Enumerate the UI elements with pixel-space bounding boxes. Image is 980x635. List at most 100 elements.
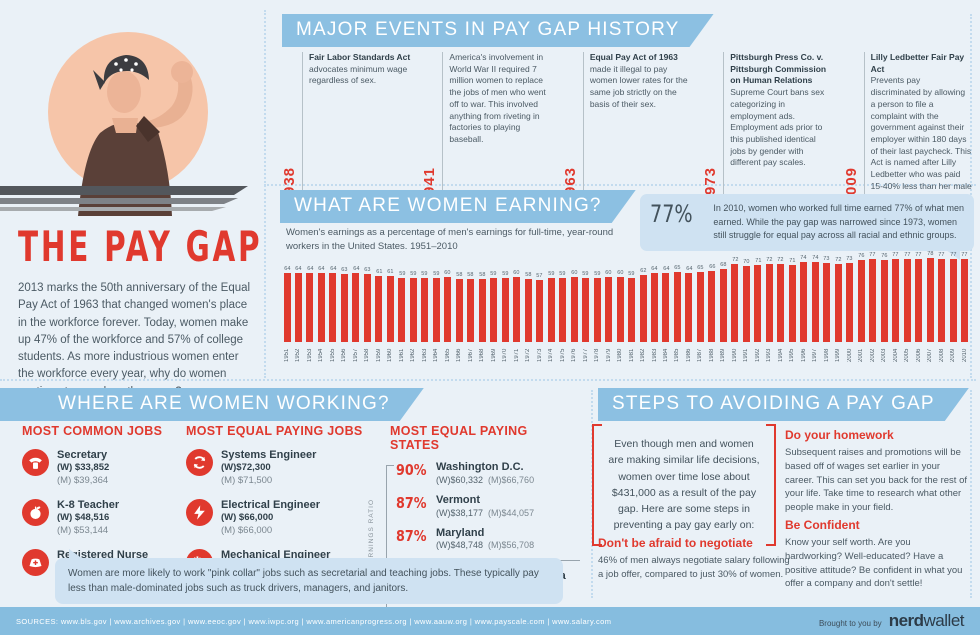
bar: 59 1961	[398, 271, 406, 362]
timeline-year: 1938	[281, 166, 298, 205]
bar: 59 1974	[547, 271, 555, 362]
timeline-text: Supreme Court bans sex categorizing in e…	[730, 87, 825, 168]
bar: 58 1972	[524, 272, 532, 362]
salary-men: (M) $53,144	[57, 524, 109, 536]
state-percent: 87%	[396, 526, 427, 545]
quote-bracket-left	[592, 424, 602, 546]
state-percent: 87%	[396, 493, 427, 512]
quote-bracket-right	[766, 424, 776, 546]
bar: 64 1952	[294, 266, 302, 362]
bar: 77 2004	[892, 252, 900, 362]
stripe-decoration	[0, 207, 226, 211]
bar: 60 1971	[513, 270, 521, 362]
state-name: Vermont	[436, 493, 481, 506]
bar: 64 1984	[662, 266, 670, 362]
bar: 71 1995	[788, 258, 796, 362]
bar: 57 1973	[536, 273, 544, 362]
job-name: Systems Engineer	[221, 449, 317, 461]
timeline: 1938 Fair Labor Standards Act advocates …	[281, 52, 972, 205]
bar: 59 1970	[501, 271, 509, 362]
column-heading: MOST EQUAL PAYING JOBS	[186, 424, 363, 438]
bar: 77 2006	[915, 252, 923, 362]
callout-bubble-77pct: 77% In 2010, women who worked full time …	[640, 194, 974, 259]
bar: 59 1978	[593, 271, 601, 362]
column-heading: MOST COMMON JOBS	[22, 424, 163, 438]
bar: 77 2009	[949, 252, 957, 362]
phone-icon	[22, 449, 49, 476]
step-text: Subsequent raises and promotions will be…	[785, 447, 967, 514]
bar: 73 2000	[846, 256, 854, 362]
bar: 76 2001	[857, 253, 865, 362]
step-text: 46% of men always negotiate salary follo…	[598, 555, 790, 580]
bar: 64 1986	[685, 266, 693, 362]
dotted-separator	[0, 379, 976, 381]
bar: 58 1966	[455, 272, 463, 362]
salary-men: (M)$56,708	[488, 540, 535, 551]
apple-icon	[22, 498, 49, 526]
column-heading: MOST EQUAL PAYING STATES	[390, 424, 528, 452]
bar: 77 2005	[903, 252, 911, 362]
footer-bar: SOURCES: www.bls.gov | www.archives.gov …	[0, 607, 980, 635]
salary-women: (W) $48,516	[57, 512, 110, 523]
brought-to-you-by-text: Brought to you by	[818, 619, 882, 628]
bar: 64 1951	[283, 266, 291, 362]
state-item-vermont: 87% Vermont (W)$38,177 (M)$44,057	[396, 494, 580, 518]
dotted-separator	[264, 10, 266, 378]
bar: 60 1979	[605, 270, 613, 362]
bar: 59 1969	[490, 271, 498, 362]
pink-collar-note-bubble: Women are more likely to work "pink coll…	[55, 549, 563, 604]
bar: 76 2003	[880, 253, 888, 362]
salary-men: (M) $39,364	[57, 475, 109, 486]
bar: 73 1998	[823, 256, 831, 362]
dotted-separator	[264, 184, 976, 186]
refresh-icon	[186, 449, 213, 476]
salary-women: (W)$60,332	[436, 474, 484, 485]
step-heading: Do your homework	[785, 428, 894, 442]
bar: 60 1976	[570, 270, 578, 362]
bar: 63 1956	[340, 267, 348, 362]
step-do-your-homework: Do your homework Subsequent raises and p…	[785, 428, 967, 515]
job-item-secretary: Secretary (W) $33,852 (M) $39,364	[22, 449, 202, 488]
salary-men: (M) $71,500	[221, 475, 273, 486]
job-name: Secretary	[57, 449, 108, 461]
page-title: THE PAY GAP	[18, 222, 263, 272]
bar: 77 2010	[961, 252, 969, 362]
bar: 77 2008	[938, 252, 946, 362]
salary-men: (M)$66,760	[488, 474, 535, 485]
rosie-the-riveter-image	[48, 32, 208, 216]
bar: 64 1955	[329, 266, 337, 362]
state-name: Maryland	[436, 526, 485, 539]
bar: 77 2002	[869, 252, 877, 362]
nerdwallet-logo: nerd	[888, 611, 924, 630]
bar: 61 1960	[386, 269, 394, 362]
timeline-year: 1973	[702, 166, 720, 205]
callout-percent: 77%	[650, 200, 693, 228]
steps-quote: Even though men and women are making sim…	[592, 424, 776, 546]
job-item-electrical-engineer: Electrical Engineer (W) $66,000 (M) $66,…	[186, 498, 366, 538]
stripe-decoration	[0, 198, 238, 204]
section-header-earnings: WHAT ARE WOMEN EARNING?	[280, 190, 636, 223]
timeline-item-1973: 1973 Pittsburgh Press Co. v. Pittsburgh …	[702, 52, 831, 205]
bar: 74 1997	[811, 255, 819, 362]
step-heading: Don't be afraid to negotiate	[598, 536, 753, 550]
lightning-icon	[186, 498, 213, 526]
timeline-item-1963: 1963 Equal Pay Act of 1963 made it illeg…	[562, 52, 691, 205]
callout-text: In 2010, women who worked full time earn…	[713, 203, 964, 240]
timeline-text: made it illegal to pay women lower rates…	[589, 63, 688, 109]
state-item-maryland: 87% Maryland (W)$48,748 (M)$56,708	[396, 527, 580, 551]
bar: 74 1996	[800, 255, 808, 362]
brand-area: Brought to you by nerd wallet	[818, 611, 965, 631]
salary-women: (W) $33,852	[57, 462, 110, 474]
step-be-confident: Be Confident Know your self worth. Are y…	[785, 518, 967, 591]
bar: 64 1957	[352, 266, 360, 362]
timeline-title: Fair Labor Standards Act	[309, 52, 411, 62]
job-item-teacher: K-8 Teacher (W) $48,516 (M) $53,144	[22, 498, 202, 538]
state-name: Washington D.C.	[436, 461, 524, 473]
timeline-text: advocates minimum wage regardless of sex…	[309, 63, 408, 86]
bar: 64 1983	[651, 266, 658, 362]
section-header-steps: STEPS TO AVOIDING A PAY GAP	[598, 388, 969, 421]
bar: 59 1977	[582, 271, 590, 362]
timeline-year: 2009	[842, 166, 860, 205]
bar: 68 1989	[719, 262, 727, 362]
